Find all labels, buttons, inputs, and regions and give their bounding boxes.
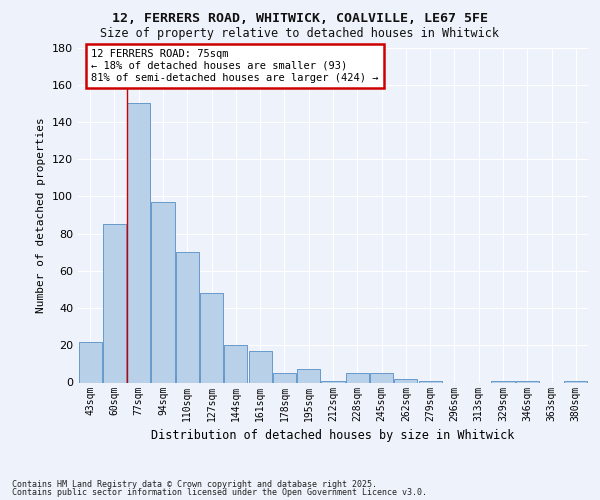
Text: Contains HM Land Registry data © Crown copyright and database right 2025.: Contains HM Land Registry data © Crown c… — [12, 480, 377, 489]
Bar — [394, 379, 418, 382]
X-axis label: Distribution of detached houses by size in Whitwick: Distribution of detached houses by size … — [151, 429, 515, 442]
Bar — [297, 370, 320, 382]
Bar — [346, 373, 369, 382]
Bar — [127, 104, 150, 382]
Bar — [565, 380, 587, 382]
Bar — [491, 380, 515, 382]
Bar — [79, 342, 101, 382]
Bar — [103, 224, 126, 382]
Bar — [176, 252, 199, 382]
Bar — [273, 373, 296, 382]
Text: 12, FERRERS ROAD, WHITWICK, COALVILLE, LE67 5FE: 12, FERRERS ROAD, WHITWICK, COALVILLE, L… — [112, 12, 488, 26]
Text: Size of property relative to detached houses in Whitwick: Size of property relative to detached ho… — [101, 28, 499, 40]
Y-axis label: Number of detached properties: Number of detached properties — [37, 117, 46, 313]
Bar — [224, 346, 247, 383]
Text: 12 FERRERS ROAD: 75sqm
← 18% of detached houses are smaller (93)
81% of semi-det: 12 FERRERS ROAD: 75sqm ← 18% of detached… — [91, 50, 379, 82]
Bar — [419, 380, 442, 382]
Bar — [151, 202, 175, 382]
Bar — [516, 380, 539, 382]
Bar — [370, 373, 393, 382]
Text: Contains public sector information licensed under the Open Government Licence v3: Contains public sector information licen… — [12, 488, 427, 497]
Bar — [322, 380, 344, 382]
Bar — [248, 351, 272, 382]
Bar — [200, 293, 223, 382]
